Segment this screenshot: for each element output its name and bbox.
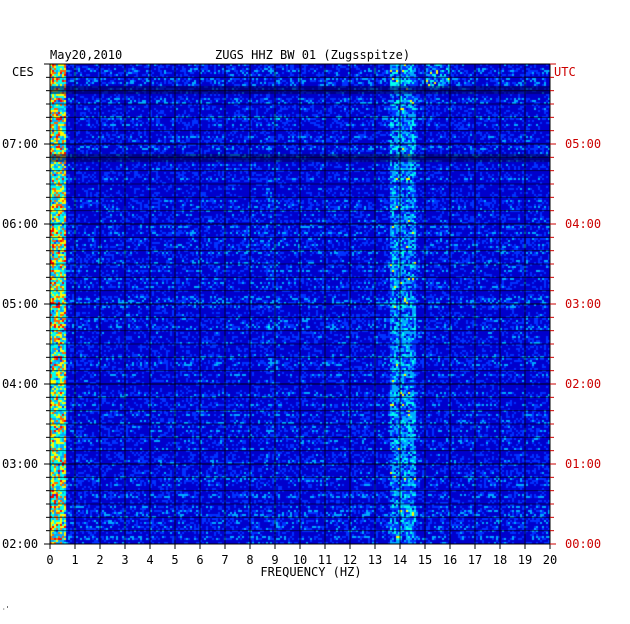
right-zone-label: UTC [554,65,576,79]
x-tick-label: 16 [443,553,457,567]
x-tick-label: 10 [293,553,307,567]
y-tick-label-right: 03:00 [565,297,601,311]
y-tick-label-right: 01:00 [565,457,601,471]
x-tick-label: 13 [368,553,382,567]
footer-mark: ·ʼ [2,606,10,613]
x-tick-label: 14 [393,553,407,567]
x-tick-label: 12 [343,553,357,567]
x-tick-label: 5 [171,553,178,567]
y-tick-label-left: 02:00 [2,537,38,551]
left-zone-label: CES [12,65,34,79]
x-tick-label: 4 [146,553,153,567]
axis-ticks: 0 1 2 3 4 5 6 7 8 9 10 11 12 13 14 15 16 17 18 19 2002:0003:… [2,63,601,567]
y-tick-label-left: 06:00 [2,217,38,231]
x-tick-label: 17 [468,553,482,567]
x-tick-label: 8 [246,553,253,567]
x-tick-label: 15 [418,553,432,567]
x-tick-label: 0 [46,553,53,567]
y-tick-label-right: 00:00 [565,537,601,551]
x-tick-label: 6 [196,553,203,567]
header-date: May20,2010 [50,48,122,62]
y-tick-label-right: 05:00 [565,137,601,151]
x-tick-label: 11 [318,553,332,567]
x-tick-label: 18 [493,553,507,567]
x-tick-label: 3 [121,553,128,567]
y-tick-label-left: 03:00 [2,457,38,471]
x-tick-label: 1 [71,553,78,567]
header-station: ZUGS HHZ BW 01 (Zugsspitze) [215,48,410,62]
x-axis-label: FREQUENCY (HZ) [260,565,361,579]
y-tick-label-left: 05:00 [2,297,38,311]
x-tick-label: 2 [96,553,103,567]
y-tick-label-left: 07:00 [2,137,38,151]
x-tick-label: 9 [271,553,278,567]
y-tick-label-right: 04:00 [565,217,601,231]
y-tick-label-left: 04:00 [2,377,38,391]
plot-grid [49,63,551,545]
x-tick-label: 20 [543,553,557,567]
y-tick-label-right: 02:00 [565,377,601,391]
x-tick-label: 19 [518,553,532,567]
x-tick-label: 7 [221,553,228,567]
